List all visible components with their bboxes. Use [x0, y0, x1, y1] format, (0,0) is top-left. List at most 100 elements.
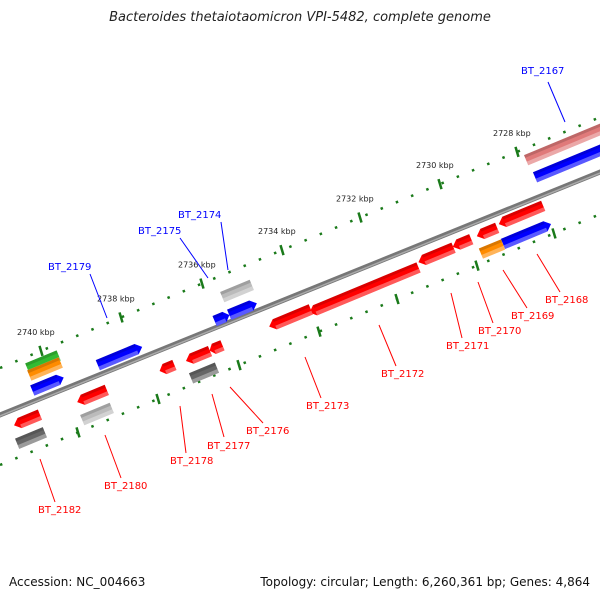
gene-leader-line	[229, 386, 264, 424]
gene-feature[interactable]	[451, 234, 474, 252]
gene-feature[interactable]	[15, 427, 47, 449]
scale-label: 2732 kbp	[336, 195, 374, 204]
gene-feature[interactable]	[207, 340, 225, 356]
gene-shading	[20, 416, 43, 429]
gene-feature[interactable]	[184, 345, 213, 366]
gene-label-BT_2171[interactable]: BT_2171	[446, 341, 489, 352]
gene-feature[interactable]	[95, 342, 145, 371]
gene-leader-line	[39, 458, 56, 503]
gene-label-BT_2180[interactable]: BT_2180	[104, 481, 147, 492]
gene-feature[interactable]	[27, 357, 63, 381]
gene-leader-line	[536, 253, 561, 293]
gene-shading	[30, 374, 58, 389]
gene-shading	[504, 207, 546, 227]
gene-shading	[214, 346, 225, 354]
gene-leader-line	[547, 81, 566, 123]
gene-shading	[27, 357, 60, 374]
genome-summary-text: Topology: circular; Length: 6,260,361 bp…	[260, 575, 590, 589]
gene-feature[interactable]	[158, 359, 177, 376]
gene-feature[interactable]	[524, 118, 600, 166]
gene-arrow	[309, 262, 421, 316]
gene-shading	[29, 363, 63, 381]
gene-label-BT_2167[interactable]: BT_2167	[521, 66, 564, 77]
gene-shading	[191, 369, 220, 384]
gene-arrow	[77, 384, 109, 405]
gene-label-BT_2182[interactable]: BT_2182	[38, 505, 81, 516]
scale-label: 2728 kbp	[493, 129, 531, 138]
gene-arrow	[159, 359, 177, 375]
gene-shading	[80, 402, 111, 418]
gene-feature[interactable]	[478, 239, 506, 259]
gene-label-BT_2173[interactable]: BT_2173	[306, 401, 349, 412]
gene-arrow	[476, 222, 500, 239]
gene-arrow	[524, 118, 600, 166]
gene-label-BT_2169[interactable]: BT_2169	[511, 311, 554, 322]
gene-leader-line	[502, 269, 528, 309]
page-title: Bacteroides thetaiotaomicron VPI-5482, c…	[109, 10, 491, 25]
gene-shading	[83, 391, 109, 405]
gene-feature[interactable]	[12, 409, 43, 431]
gene-leader-line	[211, 393, 225, 438]
gene-shading	[189, 345, 210, 357]
gene-leader-line	[378, 324, 397, 367]
gene-feature[interactable]	[267, 304, 313, 331]
gene-shading	[165, 366, 177, 375]
gene-label-BT_2168[interactable]: BT_2168	[545, 295, 588, 306]
gene-shading	[222, 286, 254, 303]
major-tick	[551, 228, 557, 239]
scale-label: 2738 kbp	[97, 294, 135, 303]
gene-feature[interactable]	[307, 262, 421, 317]
gene-feature[interactable]	[416, 242, 456, 268]
gene-feature[interactable]	[475, 222, 500, 242]
scale-label: 2740 kbp	[17, 328, 55, 337]
gene-shading	[315, 268, 421, 316]
gene-shading	[480, 222, 497, 232]
gene-arrow	[80, 402, 114, 426]
gene-label-BT_2170[interactable]: BT_2170	[478, 326, 521, 337]
gene-leader-line	[220, 221, 229, 271]
gene-shading	[95, 344, 136, 363]
gene-shading	[526, 125, 600, 166]
gene-leader-line	[104, 434, 122, 479]
gene-label-BT_2177[interactable]: BT_2177	[207, 441, 250, 452]
gene-label-BT_2176[interactable]: BT_2176	[246, 426, 289, 437]
gene-shading	[424, 249, 456, 266]
lower-scale-track	[0, 213, 600, 467]
gene-shading	[98, 350, 139, 371]
gene-feature[interactable]	[75, 384, 109, 407]
gene-shading	[192, 352, 213, 364]
gene-feature[interactable]	[497, 200, 546, 230]
gene-feature[interactable]	[500, 219, 553, 250]
gene-feature[interactable]	[532, 142, 600, 183]
scale-label: 2736 kbp	[178, 261, 216, 270]
gene-shading	[15, 427, 44, 442]
gene-shading	[82, 409, 114, 426]
gene-shading	[502, 200, 543, 220]
gene-label-BT_2175[interactable]: BT_2175	[138, 226, 181, 237]
gene-shading	[524, 118, 600, 158]
gene-label-BT_2178[interactable]: BT_2178	[170, 456, 213, 467]
gene-arrow	[478, 239, 506, 259]
major-tick	[279, 244, 285, 256]
gene-arrow	[209, 340, 225, 354]
gene-feature[interactable]	[220, 279, 254, 303]
gene-feature[interactable]	[188, 362, 220, 384]
major-tick	[236, 359, 242, 371]
gene-shading	[532, 143, 600, 175]
gene-arrow	[227, 300, 257, 320]
gene-feature[interactable]	[212, 310, 232, 327]
gene-arrow	[15, 427, 47, 449]
gene-label-BT_2179[interactable]: BT_2179	[48, 262, 91, 273]
gene-shading	[456, 234, 471, 243]
gene-feature[interactable]	[227, 298, 259, 320]
gene-feature[interactable]	[80, 402, 114, 426]
gene-shading	[535, 150, 600, 183]
gene-label-BT_2172[interactable]: BT_2172	[381, 369, 424, 380]
gene-label-BT_2174[interactable]: BT_2174	[178, 210, 221, 221]
backbone-highlight	[0, 172, 600, 417]
gene-shading	[17, 409, 39, 421]
gene-feature[interactable]	[30, 372, 66, 396]
gene-leader-line	[304, 356, 322, 399]
